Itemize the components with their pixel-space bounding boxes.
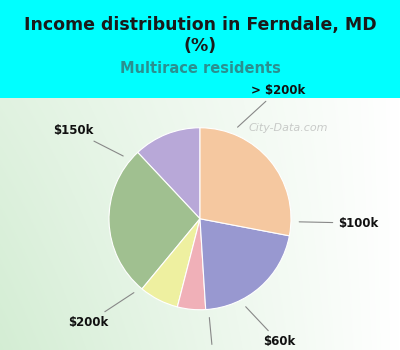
Text: $150k: $150k <box>53 124 123 156</box>
Wedge shape <box>200 219 289 309</box>
Text: $200k: $200k <box>68 293 134 329</box>
Text: $100k: $100k <box>299 217 378 230</box>
Wedge shape <box>138 128 200 219</box>
Text: (%): (%) <box>184 37 216 55</box>
Text: City-Data.com: City-Data.com <box>248 123 328 133</box>
Text: Multirace residents: Multirace residents <box>120 61 280 76</box>
Wedge shape <box>142 219 200 307</box>
Wedge shape <box>109 152 200 289</box>
Text: > $200k: > $200k <box>238 84 305 127</box>
Text: Income distribution in Ferndale, MD: Income distribution in Ferndale, MD <box>24 16 376 34</box>
Text: $125k: $125k <box>193 317 233 350</box>
Text: $60k: $60k <box>246 307 295 349</box>
Wedge shape <box>177 219 206 310</box>
Wedge shape <box>200 128 291 236</box>
